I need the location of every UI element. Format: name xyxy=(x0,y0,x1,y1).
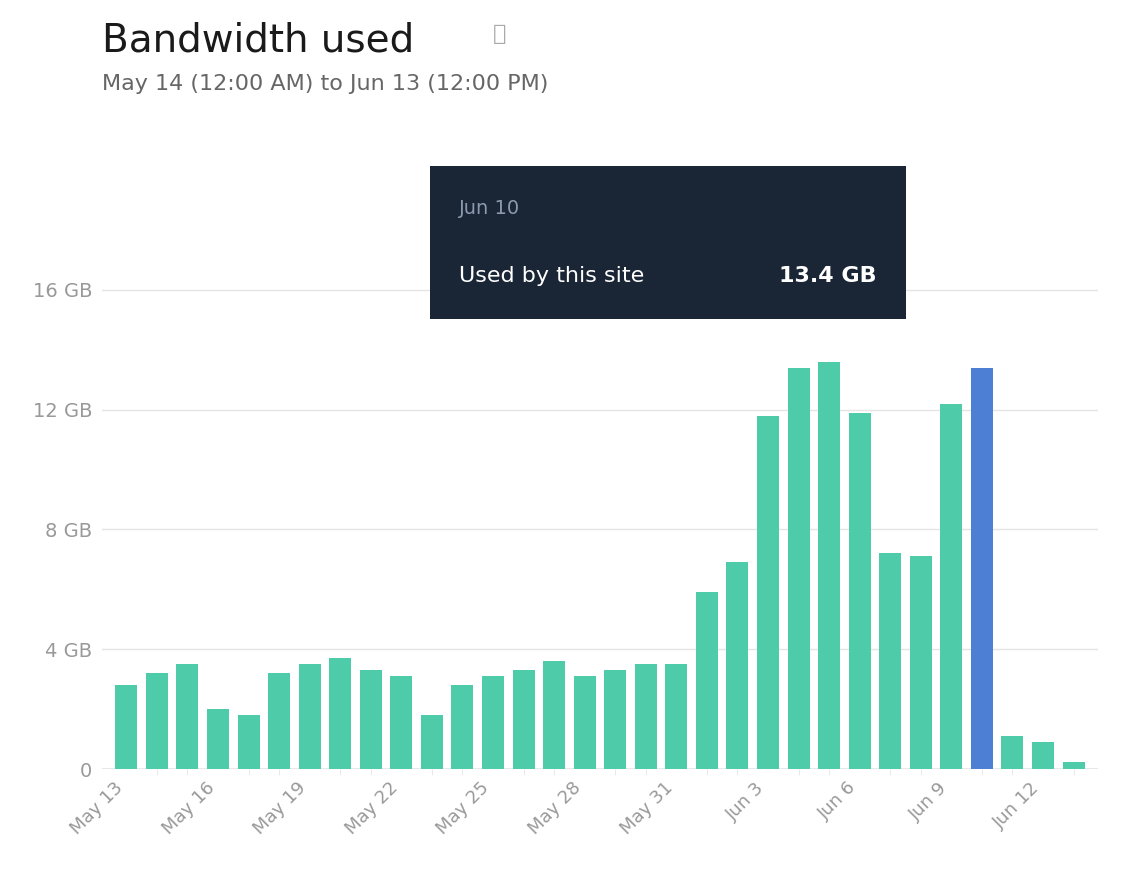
Bar xyxy=(421,715,443,769)
Bar xyxy=(146,673,168,769)
Bar xyxy=(360,670,381,769)
Bar xyxy=(910,557,932,769)
Bar xyxy=(635,664,657,769)
Bar xyxy=(452,685,473,769)
Bar xyxy=(268,673,290,769)
Bar xyxy=(818,362,840,769)
Bar xyxy=(1063,761,1084,769)
Bar xyxy=(880,553,901,769)
Bar xyxy=(391,676,412,769)
Text: Bandwidth used: Bandwidth used xyxy=(102,22,414,59)
Text: 13.4 GB: 13.4 GB xyxy=(780,267,877,286)
Bar xyxy=(788,368,809,769)
Bar xyxy=(177,664,198,769)
Bar xyxy=(329,658,351,769)
Bar xyxy=(238,715,259,769)
Bar xyxy=(757,415,779,769)
Bar xyxy=(971,368,993,769)
Bar xyxy=(941,404,962,769)
Text: Jun 10: Jun 10 xyxy=(458,199,520,218)
Bar xyxy=(1032,742,1054,769)
Bar xyxy=(482,676,504,769)
Bar xyxy=(115,685,137,769)
Bar xyxy=(513,670,534,769)
Bar xyxy=(543,662,565,769)
Bar xyxy=(1002,736,1023,769)
Bar xyxy=(604,670,626,769)
FancyBboxPatch shape xyxy=(430,166,906,319)
Bar xyxy=(666,664,687,769)
Text: May 14 (12:00 AM) to Jun 13 (12:00 PM): May 14 (12:00 AM) to Jun 13 (12:00 PM) xyxy=(102,74,548,94)
Bar xyxy=(207,709,229,769)
Bar xyxy=(727,562,748,769)
Bar xyxy=(849,413,871,769)
Bar xyxy=(574,676,595,769)
Bar xyxy=(696,593,718,769)
Text: Used by this site: Used by this site xyxy=(458,267,644,286)
Bar xyxy=(299,664,320,769)
Text: ⓘ: ⓘ xyxy=(492,24,506,45)
